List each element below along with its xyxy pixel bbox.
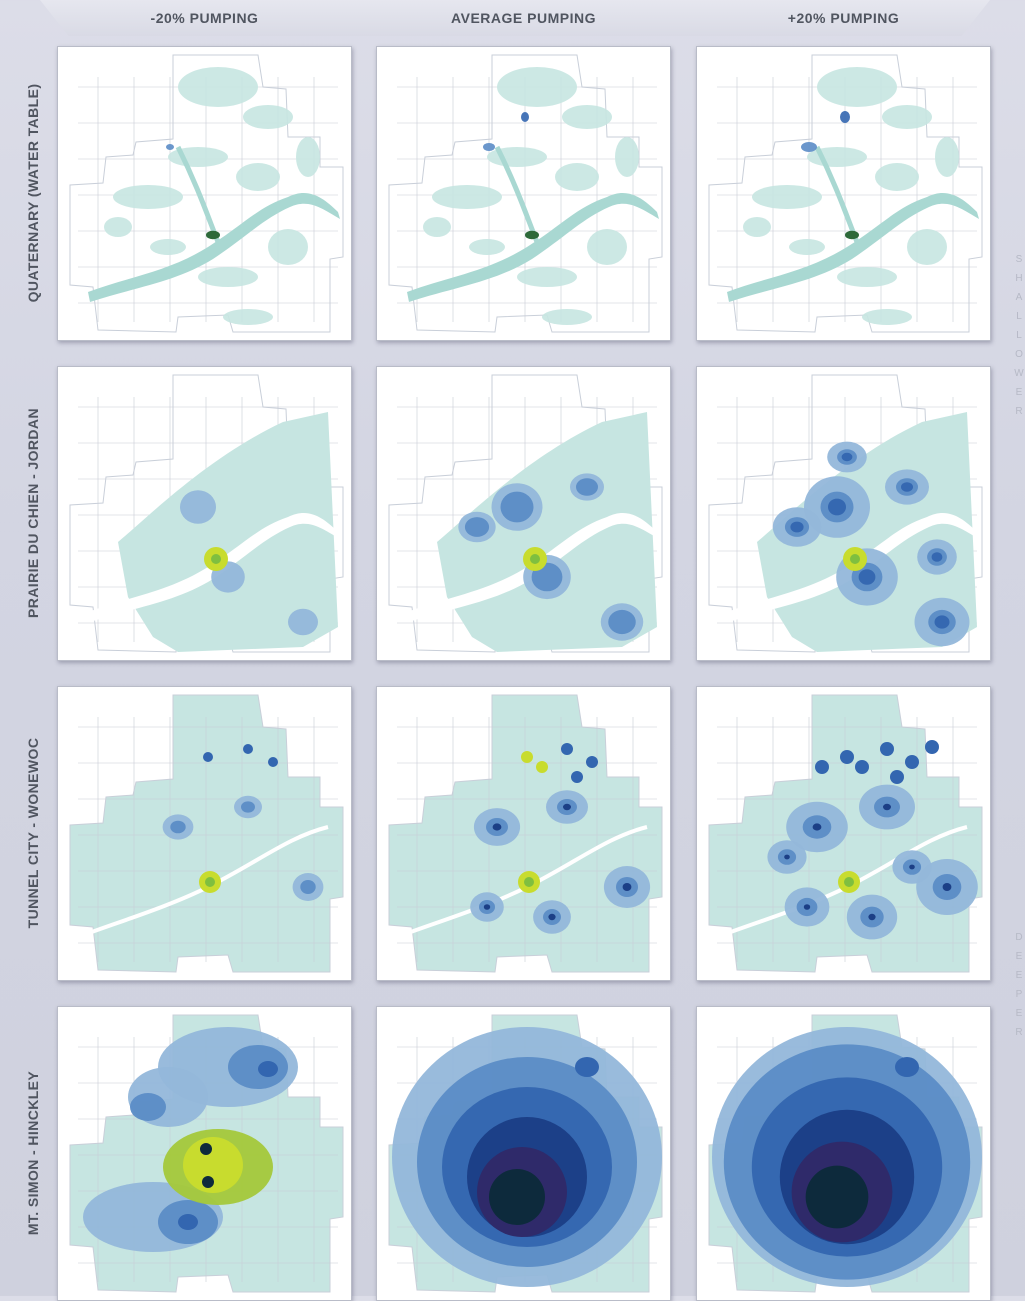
- map-tunnel-minus20: [57, 686, 352, 981]
- map-tunnel-average: [376, 686, 671, 981]
- column-label-average: AVERAGE PUMPING: [451, 10, 596, 26]
- map-quaternary-plus20: [696, 46, 991, 341]
- map-mtsimon-average: [376, 1006, 671, 1301]
- map-quaternary-average: [376, 46, 671, 341]
- map-prairie-minus20: [57, 366, 352, 661]
- map-tunnel-plus20: [696, 686, 991, 981]
- column-label-plus20: +20% PUMPING: [787, 10, 900, 26]
- map-prairie-plus20: [696, 366, 991, 661]
- column-label-minus20: -20% PUMPING: [150, 10, 259, 26]
- map-mtsimon-plus20: [696, 1006, 991, 1301]
- header-band: [40, 0, 990, 36]
- map-quaternary-minus20: [57, 46, 352, 341]
- map-mtsimon-minus20: [57, 1006, 352, 1301]
- map-prairie-average: [376, 366, 671, 661]
